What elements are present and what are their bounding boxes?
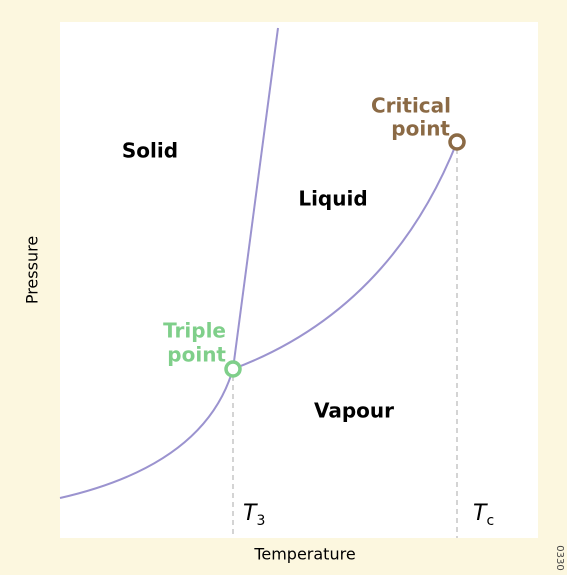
figure-id: 0330 [554,545,565,570]
sublimation-curve [59,368,234,499]
triple-point [224,360,242,378]
point-label: Critical [371,94,451,118]
plot-area [60,22,538,538]
point-label: Triple [163,319,226,343]
marker-symbol: T [243,501,258,526]
point-label: point [167,343,226,367]
region-label: Vapour [314,399,394,423]
critical-point [448,133,466,151]
vaporization-curve [232,141,458,370]
region-label: Liquid [298,187,367,211]
melting-curve [232,27,279,370]
marker-label: T3 [243,501,265,529]
marker-label: Tc [473,501,494,529]
marker-subscript: c [486,513,494,529]
marker-symbol: T [473,501,488,526]
y-axis-label: Pressure [23,236,42,304]
region-label: Solid [122,139,178,163]
x-axis-label: Temperature [253,545,355,564]
point-label: point [391,117,450,141]
marker-subscript: 3 [256,513,265,529]
